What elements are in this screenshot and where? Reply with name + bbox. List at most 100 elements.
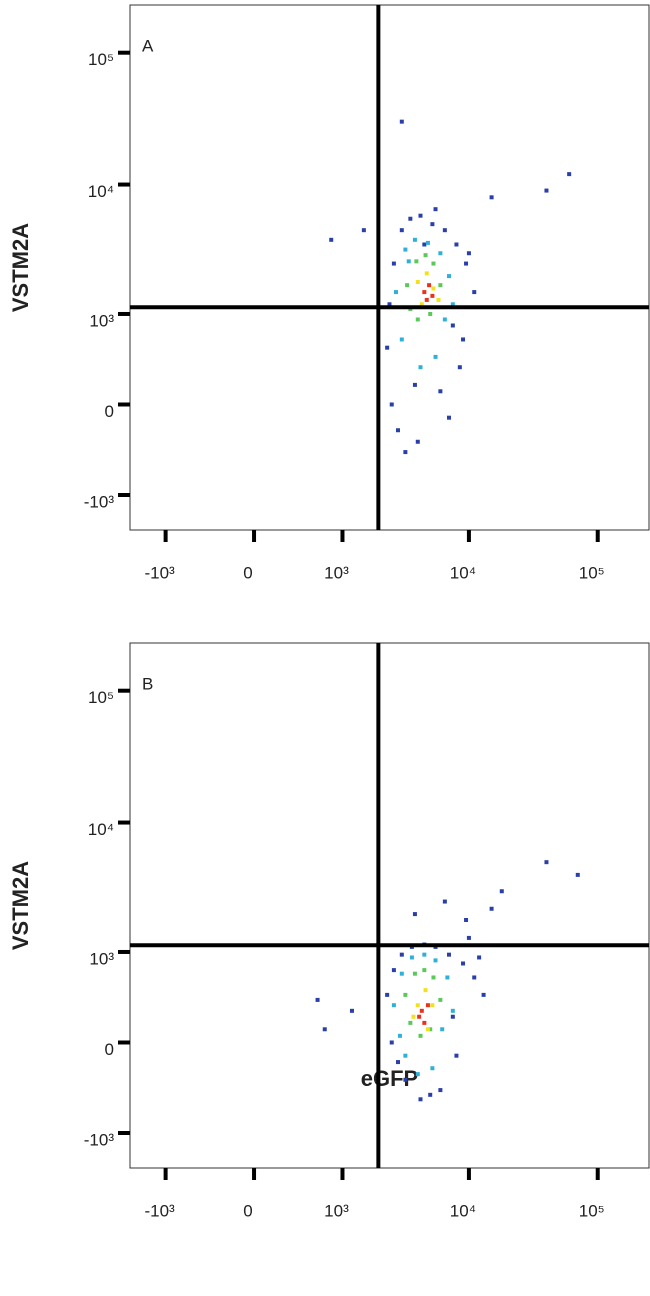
event-point [408,216,413,221]
event-point [430,293,435,298]
event-point [457,365,462,370]
event-point [385,345,390,350]
event-point [450,1008,455,1013]
event-point [409,955,414,960]
event-point [405,283,410,288]
event-point [423,253,428,258]
event-point [418,1033,423,1038]
event-point [387,302,392,307]
event-point [430,222,435,227]
event-point [442,317,447,322]
event-point [446,274,451,279]
event-point [389,402,394,407]
event-point [412,912,417,917]
x-tick-label: 10⁴ [450,563,476,582]
event-point [438,997,443,1002]
event-point [431,261,436,266]
event-point [399,952,404,957]
event-point [567,172,572,177]
event-point [446,415,451,420]
y-axis-title: VSTM2A [8,861,33,950]
event-point [408,1020,413,1025]
y-tick-label: -10³ [84,492,115,511]
x-tick-label: 10⁵ [579,563,605,582]
event-point [399,119,404,124]
y-tick-label: 10⁴ [88,182,114,201]
event-point [391,261,396,266]
x-tick-label: 10³ [324,563,349,582]
event-point [575,872,580,877]
event-point [414,259,419,264]
event-point [461,961,466,966]
event-point [454,1053,459,1058]
event-point [415,279,420,284]
event-point [415,1072,420,1077]
event-point [403,1053,408,1058]
panel-label: B [142,674,153,693]
event-point [315,997,320,1002]
event-point [391,968,396,973]
event-point [424,271,429,276]
event-point [423,988,428,993]
event-point [406,259,411,264]
y-tick-label: -10³ [84,1130,115,1149]
event-point [417,1014,422,1019]
event-point [442,899,447,904]
event-point [361,228,366,233]
event-point [418,213,423,218]
event-point [349,1008,354,1013]
event-point [544,188,549,193]
event-point [489,906,494,911]
y-tick-label: 0 [105,1040,114,1059]
event-point [422,290,427,295]
event-point [403,1077,408,1082]
event-point [399,971,404,976]
event-point [425,1003,430,1008]
event-point [450,302,455,307]
event-point [419,302,424,307]
event-point [442,228,447,233]
event-point [472,290,477,295]
event-point [428,1027,433,1032]
event-point [428,1092,433,1097]
y-tick-label: 10⁴ [88,820,114,839]
event-point [418,365,423,370]
event-point [385,992,390,997]
event-point [436,297,441,302]
event-point [412,971,417,976]
event-point [431,286,436,291]
event-point [422,1020,427,1025]
event-point [438,1088,443,1093]
event-point [403,247,408,252]
event-point [329,237,334,242]
event-point [438,389,443,394]
event-point [433,354,438,359]
event-point [427,283,432,288]
event-point [481,992,486,997]
event-point [450,323,455,328]
event-point [415,1003,420,1008]
event-point [466,251,471,256]
event-point [422,968,427,973]
y-tick-label: 10⁵ [88,50,114,69]
x-tick-label: 10⁵ [579,1201,605,1220]
event-point [454,242,459,247]
event-point [412,237,417,242]
event-point [477,955,482,960]
event-point [428,311,433,316]
event-point [419,1008,424,1013]
panel-label: A [142,36,154,55]
x-tick-label: 10³ [324,1201,349,1220]
event-point [403,450,408,455]
event-point [489,195,494,200]
y-axis-title: VSTM2A [8,223,33,312]
event-point [446,952,451,957]
event-point [395,1060,400,1065]
event-point [472,975,477,980]
event-point [445,975,450,980]
x-tick-label: 0 [243,563,252,582]
plot-frame [129,642,650,1169]
x-axis-title: eGFP [361,1066,418,1091]
event-point [499,889,504,894]
